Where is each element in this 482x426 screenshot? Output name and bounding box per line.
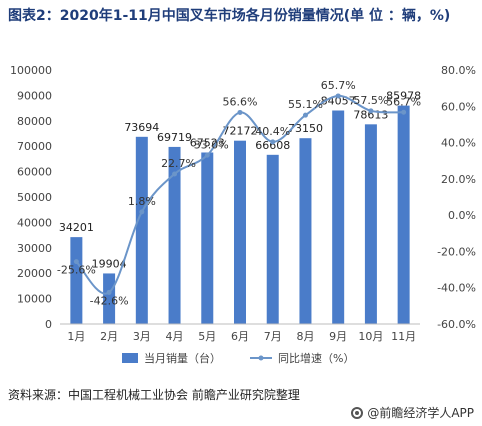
bar — [201, 152, 214, 324]
x-tick-label: 5月 — [198, 330, 216, 343]
x-tick-label: 3月 — [133, 330, 151, 343]
bar-value-label: 67523 — [190, 136, 225, 149]
y-right-tick-label: -60.0% — [437, 318, 476, 331]
source-note: 资料来源：中国工程机械工业协会 前瞻产业研究院整理 — [8, 388, 300, 402]
y-axis-left: 0 10000 20000 30000 40000 50000 60000 70000 8000… — [10, 64, 52, 331]
bar-value-label: 19904 — [92, 257, 127, 270]
bar-value-label: 73694 — [124, 121, 159, 134]
line-value-label: 22.7% — [161, 157, 196, 170]
line-value-label: -25.6% — [57, 264, 96, 277]
y-right-tick-label: 80.0% — [441, 64, 476, 77]
bar — [234, 140, 246, 324]
bar-value-label: 34201 — [59, 221, 94, 234]
line-point — [73, 259, 79, 265]
bar-value-label: 66608 — [255, 139, 290, 152]
bar — [364, 124, 377, 324]
y-left-tick-label: 70000 — [17, 140, 52, 153]
x-tick-label: 8月 — [296, 330, 314, 343]
x-tick-label: 4月 — [166, 330, 184, 343]
bar-value-label: 72172 — [223, 125, 258, 138]
legend-bar-label: 当月销量（台） — [144, 351, 221, 365]
y-right-tick-label: -20.0% — [437, 245, 476, 258]
line-point — [139, 209, 145, 215]
y-left-tick-label: 80000 — [17, 115, 52, 128]
y-left-tick-label: 100000 — [10, 64, 52, 77]
bar — [397, 105, 410, 324]
brand: @前瞻经济学人APP — [351, 404, 474, 421]
brand-text: @前瞻经济学人APP — [367, 406, 474, 420]
line-value-label: 55.1% — [288, 98, 323, 111]
bar — [70, 237, 83, 324]
x-tick-label: 2月 — [100, 330, 118, 343]
bar-value-label: 73150 — [288, 122, 323, 135]
line-point — [368, 108, 374, 114]
y-right-tick-label: -40.0% — [437, 282, 476, 295]
line-value-label: 56.7% — [386, 95, 421, 108]
bar-value-label: 69719 — [157, 131, 192, 144]
line-series: -25.6% -42.6% 1.8% 22.7% 33.0% 56.6% 40.4% 55.1… — [57, 79, 421, 307]
legend-bar-swatch — [122, 353, 138, 363]
line-value-label: 56.6% — [223, 95, 258, 108]
line-point — [237, 109, 243, 115]
chart: 0 10000 20000 30000 40000 50000 60000 70000 8000… — [10, 64, 476, 365]
y-right-tick-label: 20.0% — [441, 173, 476, 186]
x-tick-label: 7月 — [264, 330, 282, 343]
bar — [332, 110, 345, 324]
x-axis: 1月 2月 3月 4月 5月 6月 7月 8月 9月 10月 11月 — [60, 323, 420, 343]
line-point — [106, 289, 112, 295]
line-value-label: 33.0% — [194, 138, 229, 151]
line-value-label: -42.6% — [90, 294, 129, 307]
line-value-label: 40.4% — [255, 125, 290, 138]
y-left-tick-label: 30000 — [17, 242, 52, 255]
y-left-tick-label: 40000 — [17, 216, 52, 229]
y-left-tick-label: 20000 — [17, 267, 52, 280]
y-left-tick-label: 10000 — [17, 293, 52, 306]
line-point — [302, 112, 308, 118]
brand-logo-icon — [351, 406, 364, 419]
chart-title: 图表2：2020年1-11月中国叉车市场各月份销量情况(单 位 ：辆，%) — [8, 8, 451, 24]
legend-line-label: 同比增速（%） — [278, 351, 354, 365]
y-right-tick-label: 60.0% — [441, 100, 476, 113]
bar — [168, 146, 181, 324]
x-tick-label: 11月 — [391, 330, 416, 343]
x-tick-label: 1月 — [67, 330, 85, 343]
line-point — [204, 152, 210, 158]
y-right-tick-label: 40.0% — [441, 137, 476, 150]
x-tick-label: 10月 — [358, 330, 383, 343]
y-left-tick-label: 90000 — [17, 89, 52, 102]
x-tick-label: 6月 — [231, 330, 249, 343]
y-axis-right: -60.0% -40.0% -20.0% 0.0% 20.0% 40.0% 60.0% 80.… — [437, 64, 476, 331]
line-value-label: 57.5% — [353, 94, 388, 107]
line-value-label: 1.8% — [128, 195, 156, 208]
y-right-tick-label: 0.0% — [448, 209, 476, 222]
legend: 当月销量（台） 同比增速（%） — [122, 351, 354, 365]
y-left-tick-label: 0 — [45, 318, 52, 331]
y-left-tick-label: 60000 — [17, 166, 52, 179]
x-tick-label: 9月 — [329, 330, 347, 343]
line-point — [401, 109, 407, 115]
legend-line-marker — [258, 355, 264, 361]
line-point — [335, 93, 341, 99]
y-left-tick-label: 50000 — [17, 191, 52, 204]
bar — [103, 273, 116, 324]
line-point — [270, 139, 276, 145]
line-point — [172, 171, 178, 177]
bar — [266, 154, 279, 324]
line-value-label: 65.7% — [321, 79, 356, 92]
bar-value-label: 85978 — [386, 90, 421, 103]
bar — [135, 136, 148, 324]
bar — [299, 138, 312, 324]
